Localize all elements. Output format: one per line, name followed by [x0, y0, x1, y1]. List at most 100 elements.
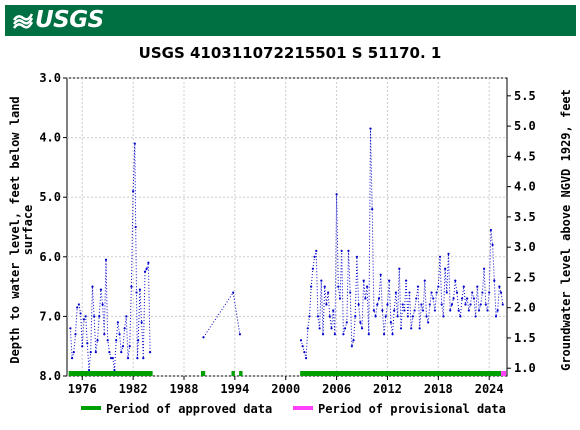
data-point	[121, 345, 125, 348]
data-point	[393, 309, 396, 312]
data-point	[316, 315, 320, 318]
data-point	[104, 258, 108, 261]
data-point	[501, 303, 504, 306]
data-point	[148, 351, 152, 354]
grid-lines	[67, 77, 507, 377]
data-point	[416, 285, 420, 288]
data-point	[143, 270, 147, 273]
data-point	[476, 285, 479, 288]
data-point	[481, 291, 484, 294]
data-point	[433, 309, 437, 312]
approved-period-bar	[231, 371, 235, 376]
data-point	[232, 291, 235, 294]
data-point	[408, 291, 411, 294]
data-point	[103, 333, 106, 336]
data-point	[435, 291, 438, 294]
right-tick-label: 4.0	[514, 180, 536, 194]
data-point	[450, 303, 453, 306]
data-point	[116, 321, 119, 324]
x-tick-label: 2006	[322, 382, 351, 396]
data-point	[430, 291, 433, 294]
x-tick-label: 1982	[119, 382, 148, 396]
data-point	[335, 193, 338, 196]
data-point	[118, 333, 121, 336]
data-point	[132, 190, 135, 193]
legend-provisional: Period of provisional data	[293, 402, 506, 416]
data-point	[81, 345, 84, 348]
legend-approved: Period of approved data	[81, 402, 272, 416]
left-axis-label-line1: Depth to water level, feet below land	[8, 96, 22, 363]
data-point	[460, 297, 464, 300]
data-point	[86, 342, 89, 345]
x-tick-label: 1988	[170, 382, 199, 396]
x-axis-ticks: 1976 1982 1988 1994 2000 2006 2012 2018 2024	[68, 376, 504, 396]
chart-title: USGS 410311072215501 S 51170. 1	[138, 44, 442, 62]
data-point	[130, 285, 133, 288]
data-point	[323, 285, 326, 288]
data-point	[109, 357, 113, 360]
data-point	[382, 333, 386, 336]
right-axis-ticks: 5.5 5.0 4.5 4.0 3.5 3.0 2.5 2.0 1.5 1.0	[507, 89, 536, 375]
data-point	[469, 303, 472, 306]
data-point	[466, 297, 469, 300]
data-point	[342, 333, 345, 336]
data-point	[406, 315, 409, 318]
data-point	[321, 333, 325, 336]
data-point	[496, 309, 499, 312]
data-point	[301, 345, 304, 348]
data-point	[491, 243, 494, 246]
data-point	[142, 357, 145, 360]
data-point	[91, 285, 94, 288]
data-point	[354, 315, 357, 318]
data-point	[79, 312, 82, 315]
left-tick-label: 3.0	[39, 71, 61, 85]
data-point	[489, 228, 492, 232]
right-tick-label: 2.0	[514, 301, 536, 315]
data-point	[126, 357, 130, 360]
right-tick-label: 1.0	[514, 361, 536, 375]
data-point	[376, 303, 379, 306]
provisional-period-bar	[501, 371, 507, 376]
legend-approved-swatch	[81, 406, 101, 410]
data-point	[128, 345, 131, 348]
approved-period-bar	[68, 371, 153, 376]
data-point	[474, 315, 477, 318]
data-point	[362, 279, 365, 282]
data-point	[428, 303, 431, 306]
data-point	[477, 309, 481, 312]
x-tick-label: 1976	[68, 382, 97, 396]
data-point	[93, 315, 96, 318]
data-point	[488, 291, 491, 294]
approved-period-bar	[239, 371, 243, 376]
data-point	[384, 315, 387, 318]
usgs-logo-text: USGS	[35, 7, 104, 33]
data-point	[136, 357, 139, 360]
data-point	[445, 291, 448, 294]
data-point	[101, 303, 104, 306]
data-point	[123, 327, 126, 330]
x-tick-label: 2000	[271, 382, 300, 396]
data-point	[69, 327, 72, 330]
usgs-banner: USGS	[5, 5, 576, 36]
data-point	[462, 285, 465, 288]
data-point	[304, 357, 308, 360]
data-point	[311, 267, 314, 270]
data-point	[421, 309, 425, 312]
data-point	[367, 333, 370, 336]
data-point	[467, 309, 470, 312]
data-point	[366, 285, 369, 288]
data-point	[394, 291, 398, 294]
data-point	[299, 339, 303, 342]
x-tick-label: 2018	[424, 382, 453, 396]
data-point	[369, 127, 372, 130]
data-point	[425, 315, 428, 318]
data-point	[420, 303, 423, 306]
usgs-logo[interactable]: USGS	[13, 7, 104, 33]
data-point	[133, 142, 136, 145]
data-point	[364, 297, 367, 300]
data-point	[108, 351, 111, 354]
x-tick-label: 2012	[373, 382, 402, 396]
data-point	[125, 315, 128, 318]
data-point	[486, 309, 489, 312]
data-point	[338, 297, 342, 300]
